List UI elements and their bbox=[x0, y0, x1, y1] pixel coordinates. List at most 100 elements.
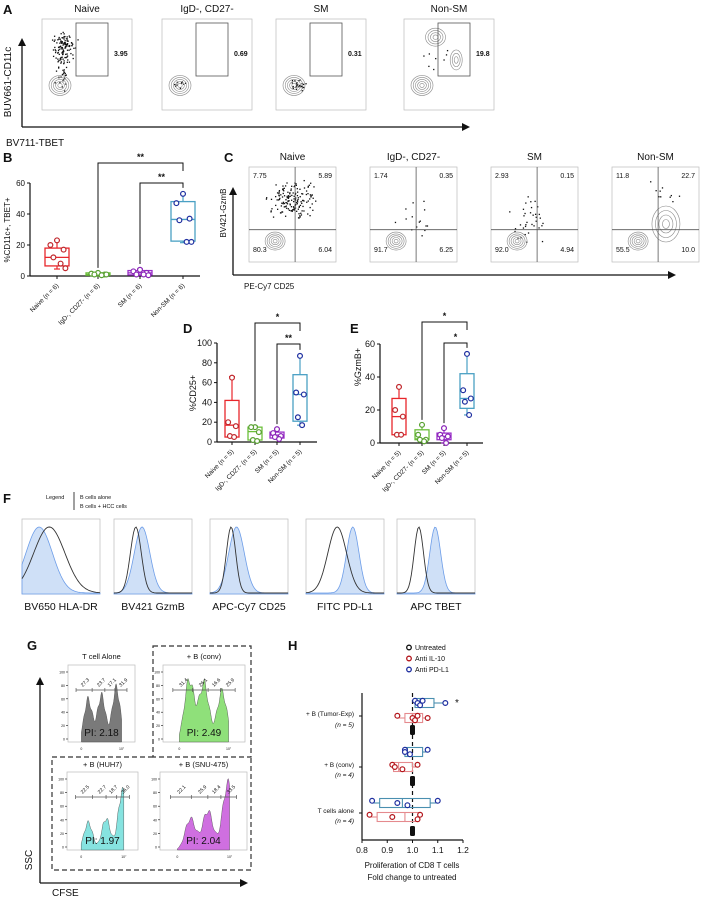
quadrant-value-lower-right: 10.0 bbox=[681, 247, 695, 254]
panel-label-e: E bbox=[350, 321, 359, 336]
event-dot bbox=[315, 200, 317, 202]
data-point bbox=[461, 398, 468, 405]
event-dot bbox=[65, 53, 67, 56]
quadrant-value-upper-right: 22.7 bbox=[681, 173, 695, 180]
quadrant-value-upper-right: 5.89 bbox=[318, 173, 332, 180]
event-dot bbox=[69, 48, 72, 50]
contour-line bbox=[514, 239, 520, 244]
event-dot bbox=[59, 57, 62, 60]
quadrant-value-upper-left: 2.93 bbox=[495, 173, 509, 180]
flow-plot-frame bbox=[490, 166, 579, 263]
plot-title: + B (conv) bbox=[187, 652, 222, 661]
y-tick-label: 20 bbox=[365, 405, 375, 415]
y-tick-label: 20 bbox=[153, 832, 157, 836]
y-tick-label: 60 bbox=[61, 697, 65, 701]
event-dot bbox=[411, 216, 413, 218]
event-dot bbox=[307, 185, 309, 187]
plot-title: IgD-, CD27- bbox=[180, 4, 233, 15]
contour-line bbox=[506, 231, 528, 251]
event-dot bbox=[303, 210, 305, 212]
contour-line bbox=[266, 233, 284, 249]
event-dot bbox=[62, 48, 64, 50]
division-gate-value: 16.6 bbox=[211, 677, 222, 688]
gate-value: 3.95 bbox=[114, 51, 128, 58]
data-point bbox=[391, 763, 398, 770]
plot-title: Naive bbox=[74, 4, 100, 15]
cfse-histogram bbox=[179, 678, 229, 743]
plot-title: IgD-, CD27- bbox=[387, 152, 440, 163]
event-dot bbox=[302, 83, 305, 86]
data-point bbox=[399, 766, 406, 773]
data-point bbox=[424, 714, 431, 721]
dashed-group-box bbox=[152, 645, 252, 758]
quadrant-value-lower-left: 80.3 bbox=[253, 247, 267, 254]
event-dot bbox=[428, 53, 431, 55]
event-dot bbox=[517, 237, 519, 239]
event-dot bbox=[60, 76, 62, 78]
data-point bbox=[232, 423, 239, 430]
legend-label: Anti PD-L1 bbox=[415, 667, 449, 674]
event-dot bbox=[64, 56, 66, 59]
data-point bbox=[414, 761, 421, 768]
contour-line bbox=[417, 81, 427, 90]
event-dot bbox=[421, 235, 423, 237]
quadrant-value-lower-left: 91.7 bbox=[374, 247, 388, 254]
event-dot bbox=[282, 203, 284, 205]
data-point bbox=[103, 271, 110, 278]
quadrant-value-upper-left: 1.74 bbox=[374, 173, 388, 180]
contour-line bbox=[412, 77, 432, 94]
y-tick-label: 40 bbox=[60, 818, 64, 822]
event-dot bbox=[532, 214, 534, 216]
event-dot bbox=[428, 65, 430, 68]
event-dot bbox=[301, 210, 303, 212]
event-dot bbox=[435, 57, 437, 60]
plot-title: T cell Alone bbox=[82, 652, 121, 661]
event-dot bbox=[71, 44, 73, 47]
contour-line bbox=[57, 83, 63, 88]
event-dot bbox=[394, 221, 397, 224]
event-dot bbox=[525, 224, 527, 226]
data-point bbox=[419, 697, 426, 704]
group-n-label: (n = 4) bbox=[335, 772, 354, 779]
event-dot bbox=[62, 44, 64, 46]
event-dot bbox=[63, 33, 65, 35]
event-dot bbox=[293, 208, 296, 210]
group-n-label: (n = 4) bbox=[335, 818, 354, 825]
contour-line bbox=[284, 77, 304, 94]
event-dot bbox=[290, 188, 292, 190]
flow-plot-frame bbox=[275, 18, 367, 111]
event-dot bbox=[57, 61, 59, 63]
contour-line bbox=[635, 239, 641, 244]
plot-title: + B (SNU-475) bbox=[179, 760, 229, 769]
event-dot bbox=[300, 212, 302, 214]
event-dot bbox=[290, 206, 293, 208]
significance-stars: * bbox=[455, 698, 459, 709]
data-point bbox=[417, 811, 424, 818]
gate-rect bbox=[75, 22, 109, 77]
event-dot bbox=[312, 197, 314, 199]
contour-line bbox=[658, 214, 674, 234]
event-dot bbox=[289, 195, 291, 197]
y-tick-label: 0 bbox=[62, 846, 64, 850]
event-dot bbox=[276, 208, 279, 210]
event-dot bbox=[283, 195, 286, 197]
event-dot bbox=[287, 191, 289, 193]
division-gate-value: 17.1 bbox=[107, 677, 118, 688]
event-dot bbox=[73, 47, 75, 50]
event-dot bbox=[62, 69, 64, 71]
data-point bbox=[229, 374, 236, 381]
event-dot bbox=[287, 208, 289, 210]
event-dot bbox=[307, 200, 309, 202]
histogram-b-cells-alone bbox=[21, 526, 101, 594]
significance-bracket bbox=[139, 182, 184, 265]
event-dot bbox=[284, 206, 286, 208]
plot-title: SM bbox=[527, 152, 542, 163]
event-dot bbox=[63, 69, 65, 71]
contour-line bbox=[419, 83, 425, 88]
event-dot bbox=[286, 182, 288, 184]
event-dot bbox=[282, 185, 284, 187]
event-dot bbox=[526, 221, 528, 224]
data-point bbox=[398, 431, 405, 438]
x-tick-label: 0 bbox=[80, 747, 82, 751]
y-tick-label: 80 bbox=[60, 791, 64, 795]
